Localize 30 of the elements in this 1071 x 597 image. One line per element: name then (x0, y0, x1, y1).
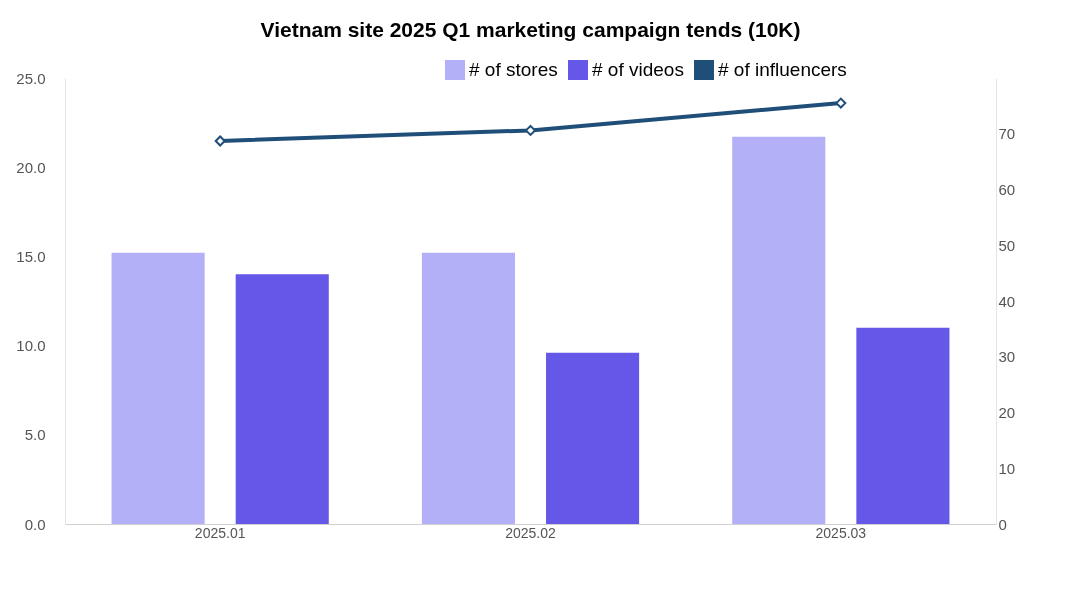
bar (546, 352, 640, 524)
y2-tick-label: 30 (998, 348, 1016, 366)
point (214, 135, 226, 147)
y-tick-label: 5.0 (24, 426, 46, 444)
y2-tick-label: 10 (998, 459, 1016, 477)
legend-label: # of influencers (718, 59, 847, 80)
bar (421, 252, 515, 524)
y2-tick-label: 40 (998, 292, 1016, 310)
y2-tick-label: 0 (998, 515, 1007, 533)
y-tick-label: 25.0 (16, 69, 46, 87)
bar (856, 327, 950, 524)
y-tick-label: 20.0 (16, 158, 46, 176)
x-tick-label: 2025.01 (194, 524, 246, 541)
bar (111, 252, 205, 524)
legend-label: # of videos (592, 59, 684, 80)
y2-tick-label: 70 (998, 125, 1016, 143)
x-tick-label: 2025.02 (505, 524, 557, 541)
x-tick-label: 2025.03 (815, 524, 867, 541)
y2-tick-label: 50 (998, 236, 1016, 254)
y2-tick-label: 20 (998, 404, 1016, 421)
y-tick-label: 15.0 (16, 247, 46, 265)
chart-title: Vietnam site 2025 Q1 marketing campaign tends (10K) (260, 18, 801, 41)
y-tick-label: 10.0 (16, 337, 46, 355)
y-tick-label: 0.0 (24, 515, 46, 533)
y2-tick-label: 60 (998, 181, 1016, 198)
legend-label: # of stores (469, 59, 558, 80)
bar (732, 136, 826, 524)
bar (235, 274, 329, 524)
point (835, 97, 847, 109)
point (525, 124, 536, 136)
